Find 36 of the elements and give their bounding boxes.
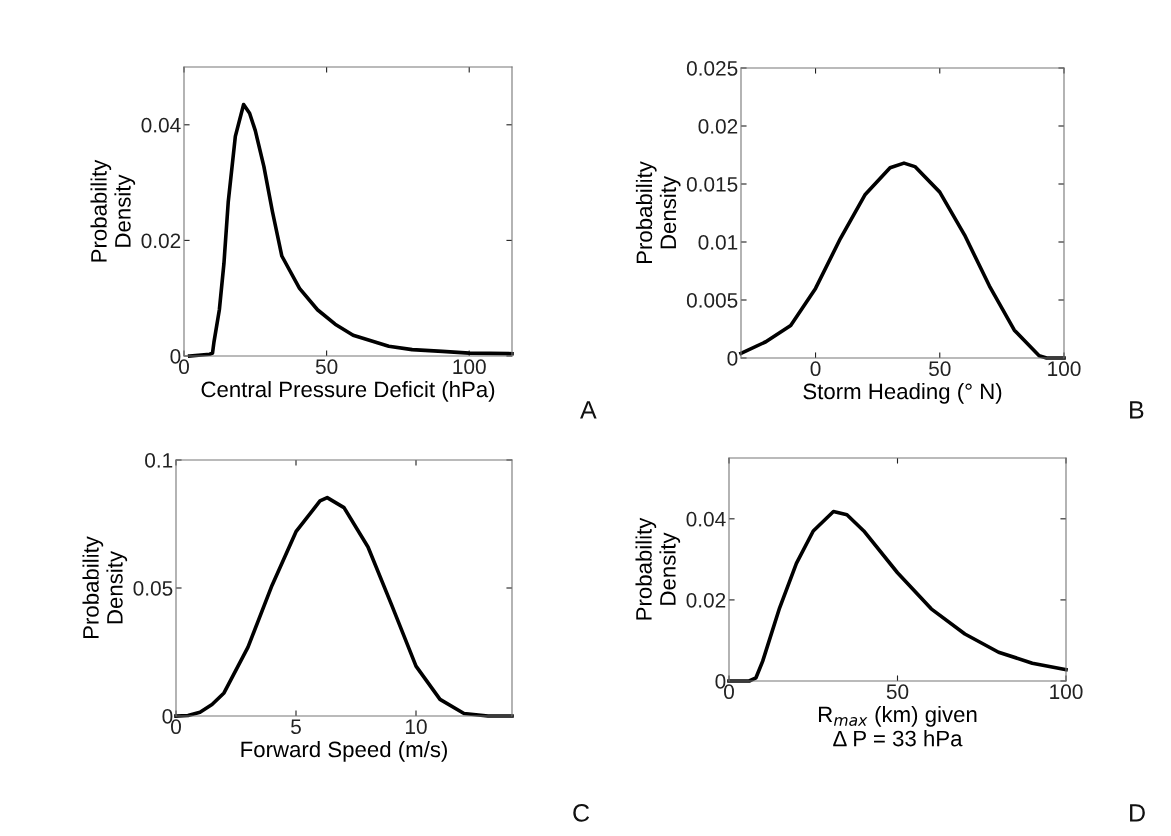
y-tick-label: 0.02	[686, 592, 726, 608]
text: B	[1130, 401, 1144, 419]
x-tick-label: 100	[453, 359, 486, 375]
y-tick-label: 0.1	[145, 453, 173, 468]
x-tick-label: 50	[886, 684, 909, 700]
x-tick-label: 10	[406, 719, 427, 735]
y-tick-label: 0.005	[686, 293, 738, 308]
text: C	[573, 804, 590, 822]
text: D	[1130, 804, 1145, 822]
y-axis-title: Probability Density	[82, 536, 128, 639]
y-tick-label: 0.025	[686, 61, 738, 76]
y-axis-title: Probability Density	[90, 159, 136, 262]
text: A	[580, 401, 597, 419]
y-tick-label: 0.02	[141, 233, 181, 249]
x-tick-label: 100	[1048, 361, 1081, 377]
x-tick-label: 50	[929, 361, 951, 377]
x-axis-title: Forward Speed (m/s)	[241, 740, 447, 762]
y-tick-label: 0	[715, 674, 726, 689]
line-series	[187, 102, 514, 358]
y-tick-label: 0	[162, 709, 173, 724]
y-tick-label: 0.04	[141, 117, 181, 133]
y-tick-label: 0	[170, 349, 181, 364]
x-tick-label: 100	[1050, 684, 1083, 700]
x-axis-title: Central Pressure Deficit (hPa)	[201, 380, 495, 402]
y-tick-label: 0.02	[698, 119, 738, 134]
y-axis-title: Probability Density	[635, 161, 681, 264]
x-tick-label: 0	[810, 361, 821, 377]
y-tick-label: 0.04	[686, 511, 726, 527]
x-tick-label: 5	[291, 719, 301, 735]
y-tick-label: 0.01	[698, 235, 738, 250]
y-tick-label: 0.015	[686, 177, 738, 192]
y-tick-label: 0.05	[133, 581, 173, 596]
x-axis-title: R$_{max}$ (km) given Δ P = 33 hPa	[818, 705, 977, 747]
y-axis-title: Probability Density	[635, 517, 681, 620]
x-axis-title: Storm Heading (° N)	[803, 382, 1002, 404]
x-tick-label: 50	[315, 359, 338, 375]
